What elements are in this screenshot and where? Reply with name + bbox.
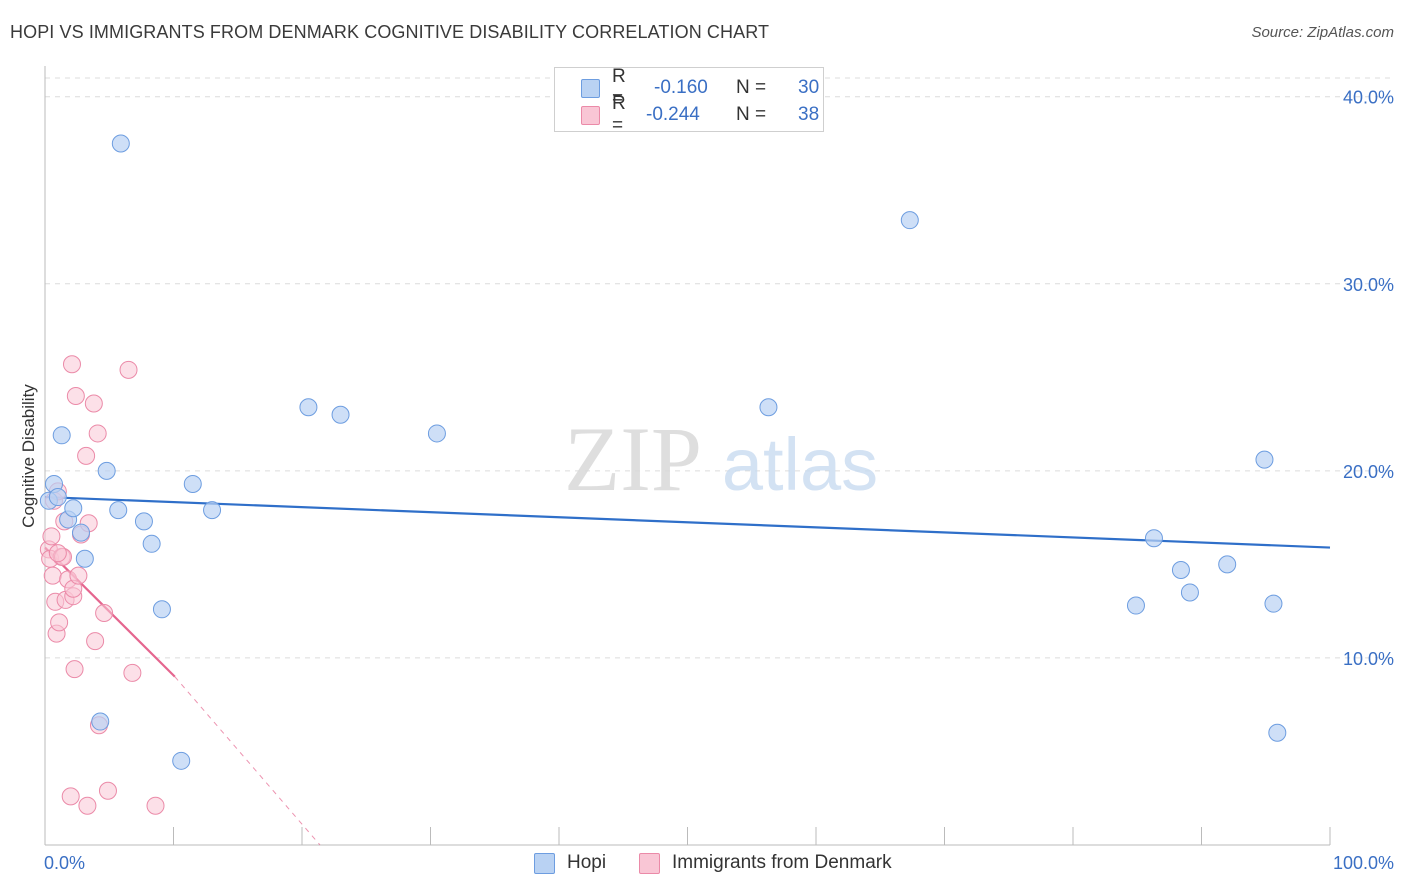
denmark-legend-label: Immigrants from Denmark bbox=[672, 852, 892, 873]
denmark-n-value: 38 bbox=[798, 104, 820, 125]
denmark-swatch bbox=[581, 105, 600, 125]
legend-row-hopi: R = -0.160 N = 30 bbox=[581, 66, 820, 109]
denmark-point bbox=[65, 660, 84, 679]
denmark-point bbox=[78, 796, 97, 815]
hopi-r-value: -0.160 bbox=[654, 77, 708, 98]
hopi-swatch bbox=[581, 78, 600, 98]
denmark-point bbox=[95, 604, 114, 623]
r-label: R = bbox=[612, 66, 626, 109]
legend-row-denmark: R = -0.244 N = 38 bbox=[581, 93, 820, 136]
denmark-point bbox=[43, 566, 62, 585]
x-tick-label: 100.0% bbox=[1333, 853, 1394, 873]
watermark-atlas: atlas bbox=[722, 423, 878, 506]
hopi-point bbox=[331, 405, 350, 424]
denmark-legend-swatch bbox=[639, 852, 660, 874]
hopi-point bbox=[1180, 583, 1199, 602]
hopi-point bbox=[1218, 555, 1237, 574]
series-hopi bbox=[39, 134, 1287, 770]
r-label: R = bbox=[612, 93, 626, 136]
hopi-point bbox=[1126, 596, 1145, 615]
hopi-point bbox=[91, 712, 110, 731]
hopi-legend-swatch bbox=[534, 852, 555, 874]
hopi-trend-line bbox=[44, 495, 1331, 549]
hopi-point bbox=[152, 600, 171, 619]
denmark-point bbox=[84, 394, 103, 413]
legend-item-hopi[interactable]: Hopi bbox=[534, 852, 606, 874]
denmark-point bbox=[88, 424, 107, 443]
hopi-point bbox=[183, 474, 202, 493]
denmark-point bbox=[48, 544, 67, 563]
denmark-point bbox=[62, 355, 81, 374]
y-tick-label: 30.0% bbox=[1343, 275, 1394, 295]
chart-title: HOPI VS IMMIGRANTS FROM DENMARK COGNITIV… bbox=[10, 22, 770, 42]
hopi-point bbox=[427, 424, 446, 443]
n-label: N = bbox=[736, 77, 767, 98]
y-tick-label: 20.0% bbox=[1343, 462, 1394, 482]
hopi-point bbox=[1268, 723, 1287, 742]
denmark-point bbox=[119, 360, 138, 379]
source-label: Source: ZipAtlas.com bbox=[1251, 24, 1394, 41]
hopi-legend-label: Hopi bbox=[567, 852, 607, 873]
denmark-trend-extension bbox=[174, 676, 321, 846]
hopi-point bbox=[142, 534, 161, 553]
hopi-point bbox=[75, 549, 94, 568]
hopi-point bbox=[109, 501, 128, 520]
watermark-zip: ZIP bbox=[564, 408, 702, 510]
tick-labels: 10.0% 20.0% 30.0% 40.0% 0.0% 100.0% bbox=[44, 88, 1394, 873]
hopi-point bbox=[48, 488, 67, 507]
gridlines bbox=[45, 77, 1395, 659]
hopi-point bbox=[299, 398, 318, 417]
hopi-point bbox=[52, 426, 71, 445]
hopi-point bbox=[64, 499, 83, 518]
denmark-point bbox=[98, 781, 117, 800]
denmark-point bbox=[123, 663, 142, 682]
denmark-point bbox=[66, 387, 85, 406]
x-tick-label: 0.0% bbox=[44, 853, 85, 873]
denmark-r-value: -0.244 bbox=[646, 104, 700, 125]
hopi-point bbox=[1171, 561, 1190, 580]
y-axis-label: Cognitive Disability bbox=[19, 384, 38, 528]
denmark-point bbox=[77, 446, 96, 465]
hopi-point bbox=[1144, 529, 1163, 548]
hopi-point bbox=[71, 523, 90, 542]
correlation-legend: R = -0.160 N = 30 R = -0.244 N = 38 bbox=[554, 66, 824, 136]
denmark-point bbox=[42, 527, 61, 546]
hopi-point bbox=[172, 751, 191, 770]
hopi-point bbox=[111, 134, 130, 153]
denmark-point bbox=[146, 796, 165, 815]
y-tick-label: 40.0% bbox=[1343, 88, 1394, 108]
denmark-point bbox=[69, 566, 88, 585]
denmark-point bbox=[86, 632, 105, 651]
n-label: N = bbox=[736, 104, 767, 125]
denmark-point bbox=[50, 613, 69, 632]
axes bbox=[44, 66, 1331, 846]
y-tick-label: 10.0% bbox=[1343, 649, 1394, 669]
hopi-point bbox=[1264, 594, 1283, 613]
hopi-n-value: 30 bbox=[798, 77, 820, 98]
hopi-point bbox=[97, 461, 116, 480]
hopi-point bbox=[900, 211, 919, 230]
hopi-point bbox=[759, 398, 778, 417]
legend-item-denmark[interactable]: Immigrants from Denmark bbox=[639, 852, 892, 874]
trend-lines bbox=[44, 495, 1331, 846]
series-immigrants-from-denmark bbox=[39, 355, 165, 815]
series-legend: Hopi Immigrants from Denmark bbox=[0, 852, 1406, 878]
hopi-point bbox=[203, 501, 222, 520]
hopi-point bbox=[134, 512, 153, 531]
denmark-point bbox=[61, 787, 80, 806]
hopi-point bbox=[1255, 450, 1274, 469]
